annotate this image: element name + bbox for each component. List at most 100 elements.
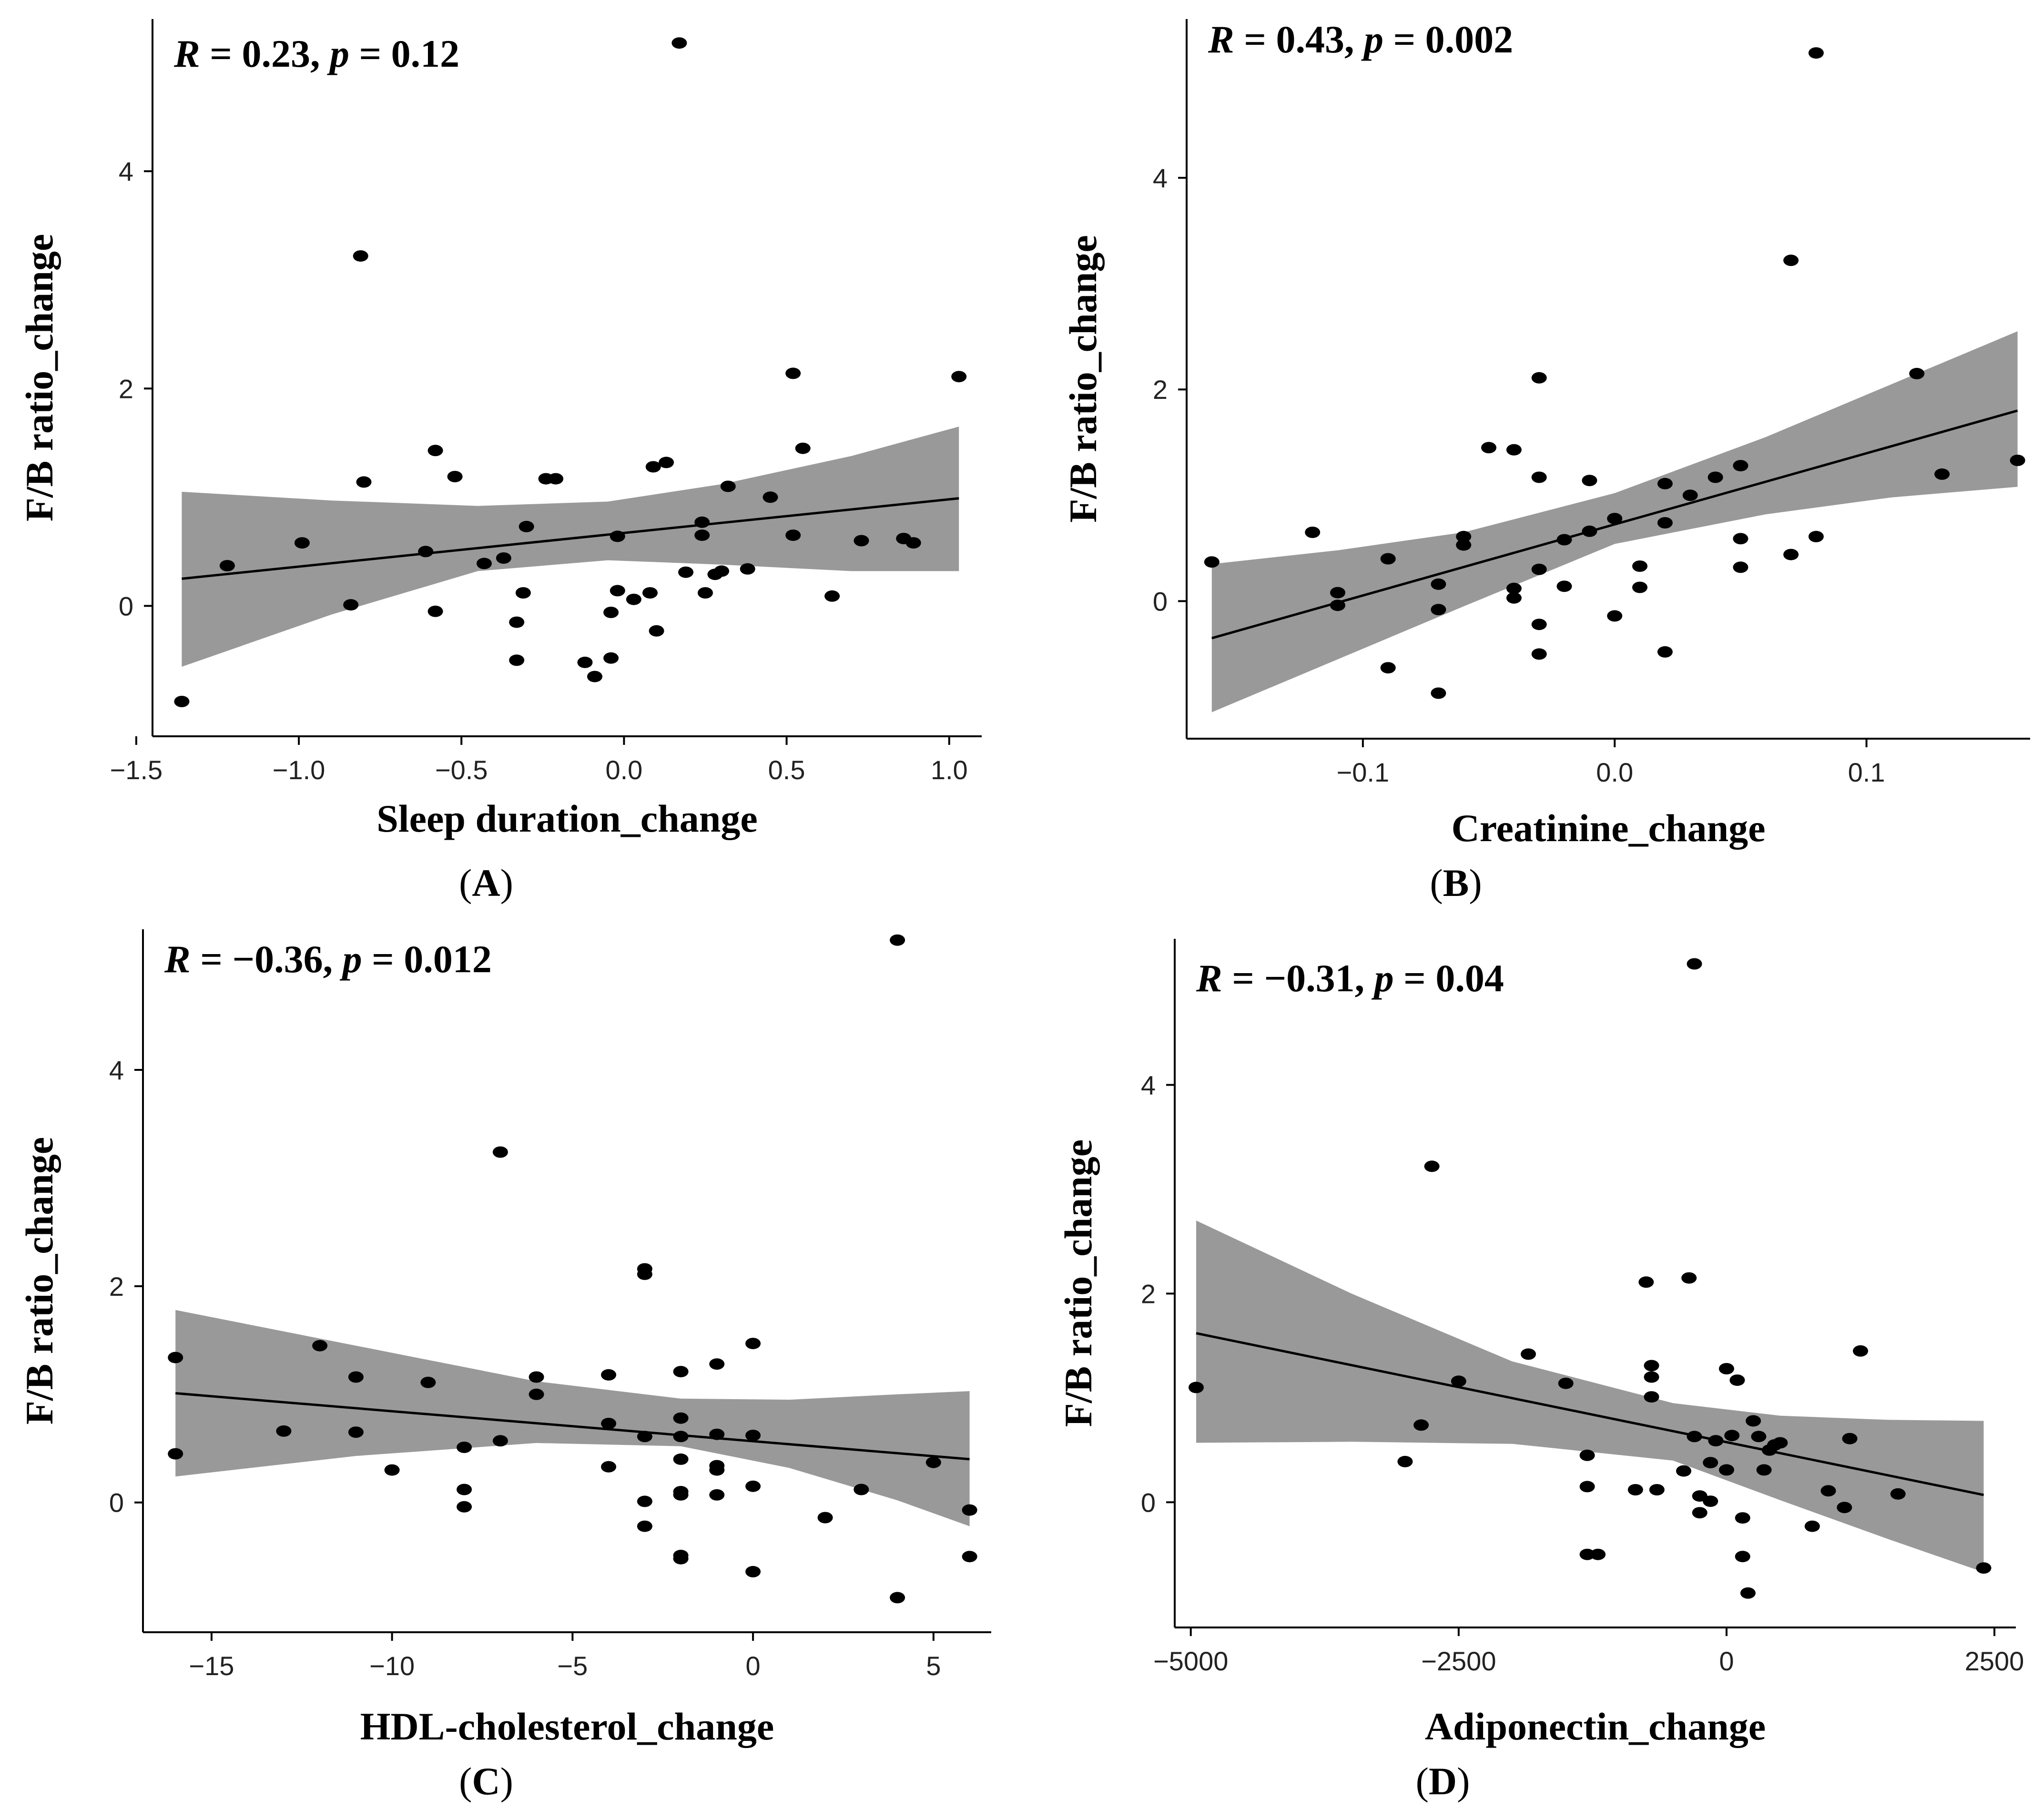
data-point [610,530,625,542]
data-point [312,1340,328,1352]
x-tick-label: −1.0 [273,755,325,785]
data-point [603,652,619,664]
data-point [1740,1587,1756,1599]
data-point [1676,1465,1691,1477]
data-point [817,1512,833,1524]
data-point [518,520,534,532]
x-tick-label: 0.5 [768,755,805,785]
data-point [1724,1430,1740,1442]
data-point [1627,1484,1643,1495]
data-point [1531,563,1547,575]
data-point [637,1495,652,1507]
data-point [925,1456,941,1468]
data-point [477,558,492,569]
data-point [673,1489,689,1501]
data-point [673,1453,689,1465]
data-point [1808,530,1824,542]
data-point [1890,1488,1906,1500]
data-point [1751,1431,1767,1443]
data-point [1579,1548,1595,1560]
data-point [1582,525,1597,537]
data-point [427,605,443,617]
data-point [854,1484,869,1495]
data-point [1853,1345,1868,1357]
data-point [626,593,641,605]
data-point [1644,1360,1659,1372]
data-point [384,1464,400,1476]
data-point [1397,1455,1413,1467]
data-point [890,1592,905,1604]
data-point [951,371,967,383]
data-point [1733,533,1748,545]
data-point [427,445,443,457]
data-point [1733,561,1748,573]
stat-value: 0.43 [1276,18,1344,61]
data-point [1735,1551,1750,1563]
data-point [1657,646,1673,658]
data-point [962,1504,977,1516]
x-axis-title: Creatinine_change [1451,806,1765,850]
data-point [1703,1457,1718,1469]
data-point [694,516,710,528]
panel-b: −0.1 0.0 0.1 0 2 4 R = 0.43, p = 0.002 Creatini… [1061,18,2030,905]
data-point [509,616,525,628]
x-tick-label: 0.0 [605,755,642,785]
x-axis-title: HDL-cholesterol_change [360,1705,774,1748]
panel-label: (B) [1430,861,1482,905]
data-point [1638,1276,1654,1288]
data-point [709,1428,725,1440]
data-point [1804,1520,1820,1532]
data-point [1644,1391,1659,1403]
y-tick-label: 4 [1141,1070,1156,1100]
x-tick-label: 0.1 [1848,757,1885,787]
data-point [1703,1495,1718,1507]
data-point [709,1464,725,1476]
panel-label: (A) [459,861,513,905]
stat-value: −0.36 [232,937,323,981]
stat-value: 0.012 [404,937,492,981]
data-point [745,1480,761,1492]
data-point [694,529,710,541]
y-tick-label: 0 [1141,1487,1156,1517]
correlation-stat: R = 0.23, p = 0.12 [173,32,459,75]
x-axis-title: Sleep duration_change [376,797,758,840]
panel-label: (D) [1416,1759,1470,1803]
data-point [1380,553,1396,565]
data-point [603,607,619,618]
data-point [1746,1415,1761,1427]
data-point [1649,1484,1665,1495]
data-point [1783,254,1799,266]
data-point [457,1442,472,1453]
stat-value: −0.31 [1264,956,1354,1000]
data-point [1506,582,1522,594]
data-point [219,560,235,571]
data-point [529,1371,544,1383]
y-axis-title: F/B ratio_change [18,234,61,522]
x-tick-label: 1.0 [931,755,968,785]
x-tick-label: 0 [1719,1646,1734,1676]
y-tick-label: 0 [1153,586,1168,616]
x-tick-label: 5 [926,1651,941,1681]
x-tick-label: −1.5 [110,755,163,785]
confidence-band [182,427,959,667]
data-point [1582,475,1597,487]
data-point [1808,47,1824,59]
data-point [348,1371,364,1383]
regression-line [182,497,959,580]
data-point [1842,1433,1858,1444]
panel-letter: B [1443,861,1469,905]
data-point [1783,549,1799,560]
data-point [714,565,730,577]
correlation-stat: R = 0.43, p = 0.002 [1208,18,1513,61]
regression-line [1211,409,2018,640]
data-point [457,1484,472,1495]
x-tick-label: −2500 [1421,1646,1496,1676]
data-point [447,471,463,482]
x-tick-label: 0 [746,1651,761,1681]
x-tick-label: −0.5 [435,755,488,785]
data-point [678,566,694,578]
y-tick-label: 4 [109,1055,124,1085]
correlation-stat: R = −0.36, p = 0.012 [164,937,492,981]
data-point [1708,1435,1724,1447]
data-point [720,480,736,492]
